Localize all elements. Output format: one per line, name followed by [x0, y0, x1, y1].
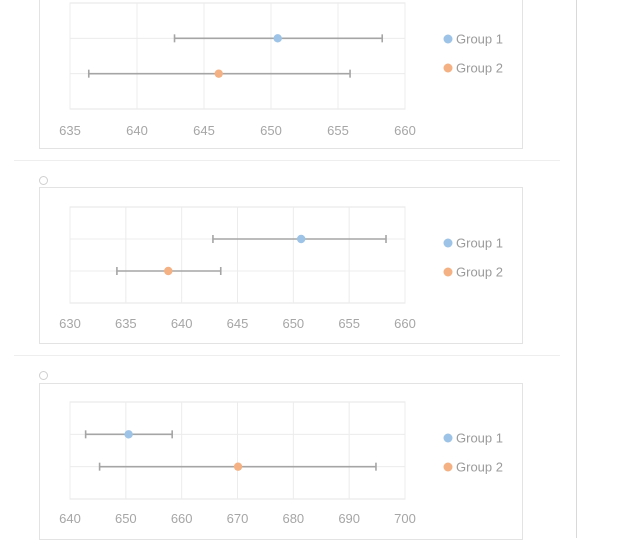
legend-marker	[443, 34, 453, 44]
section-divider	[14, 160, 560, 161]
legend-label: Group 2	[456, 61, 503, 76]
radio-button[interactable]	[39, 176, 48, 185]
x-tick-label: 655	[338, 316, 360, 331]
legend-label: Group 1	[456, 32, 503, 47]
x-tick-label: 670	[227, 511, 249, 526]
legend-marker	[443, 63, 453, 73]
legend-label: Group 1	[456, 236, 503, 251]
series-2	[87, 69, 351, 78]
x-tick-label: 635	[59, 123, 81, 138]
x-tick-label: 680	[282, 511, 304, 526]
legend-marker	[443, 462, 453, 472]
x-tick-label: 635	[115, 316, 137, 331]
data-point	[233, 462, 243, 471]
legend-label: Group 2	[456, 460, 503, 475]
legend-marker	[443, 433, 453, 443]
data-point	[164, 266, 173, 276]
chart-card-3: 640 650 660 670 680 690 700 Group 1 Group 2	[39, 383, 523, 540]
data-point	[214, 69, 223, 78]
radio-button[interactable]	[39, 371, 48, 380]
legend-marker	[443, 238, 453, 248]
error-bar-chart-2: 630 635 640 645 650 655 660 Group 1 Group 2	[59, 206, 503, 331]
data-point	[273, 34, 282, 43]
x-tick-label: 640	[171, 316, 193, 331]
chart-card-1: 635 640 645 650 655 660 Group 1 Group 2	[39, 0, 523, 149]
x-tick-label: 650	[115, 511, 137, 526]
x-tick-label: 630	[59, 316, 81, 331]
series-1	[212, 234, 387, 244]
legend-label: Group 2	[456, 265, 503, 280]
series-2	[98, 462, 377, 471]
series-1	[84, 430, 173, 439]
x-tick-label: 645	[193, 123, 215, 138]
panel-divider	[576, 0, 577, 538]
x-tick-label: 645	[227, 316, 249, 331]
x-tick-label: 640	[126, 123, 148, 138]
x-tick-label: 660	[394, 123, 416, 138]
x-tick-label: 640	[59, 511, 81, 526]
x-tick-label: 690	[338, 511, 360, 526]
data-point	[296, 234, 306, 244]
plot-area	[69, 2, 406, 110]
x-tick-label: 660	[171, 511, 193, 526]
x-tick-label: 655	[327, 123, 349, 138]
x-tick-label: 650	[260, 123, 282, 138]
error-bar-chart-1: 635 640 645 650 655 660 Group 1 Group 2	[59, 2, 503, 138]
legend-label: Group 1	[456, 431, 503, 446]
series-2	[116, 266, 222, 276]
x-tick-label: 650	[282, 316, 304, 331]
legend-marker	[443, 267, 453, 277]
x-tick-label: 700	[394, 511, 416, 526]
chart-card-2: 630 635 640 645 650 655 660 Group 1 Group 2	[39, 187, 523, 344]
error-bar-chart-3: 640 650 660 670 680 690 700 Group 1 Group 2	[59, 401, 503, 526]
section-divider	[14, 355, 560, 356]
data-point	[124, 430, 133, 439]
series-1	[173, 34, 384, 43]
x-tick-label: 660	[394, 316, 416, 331]
